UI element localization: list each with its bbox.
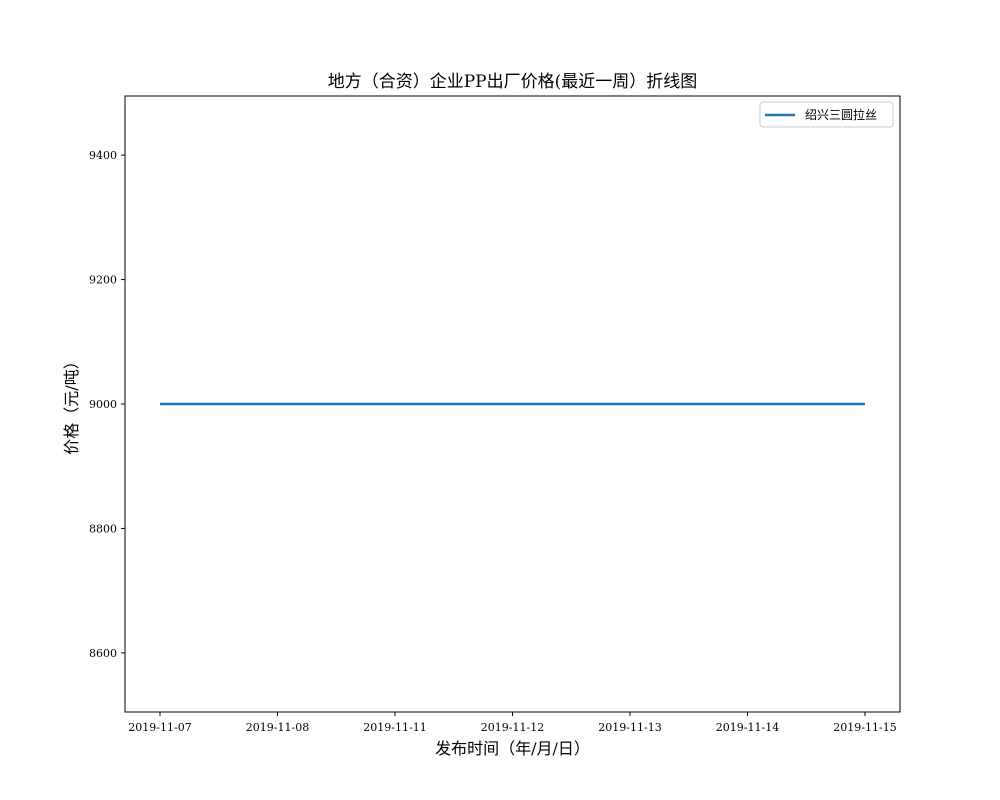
x-tick-label: 2019-11-08 xyxy=(246,721,309,734)
x-tick-label: 2019-11-11 xyxy=(363,721,426,734)
y-tick-label: 9400 xyxy=(89,149,117,162)
x-tick-label: 2019-11-07 xyxy=(128,721,191,734)
x-tick-label: 2019-11-12 xyxy=(481,721,544,734)
x-tick-label: 2019-11-15 xyxy=(833,721,896,734)
chart-title: 地方（合资）企业PP出厂价格(最近一周）折线图 xyxy=(328,72,698,92)
x-tick-label: 2019-11-13 xyxy=(598,721,661,734)
y-tick-label: 9000 xyxy=(89,398,117,411)
legend-label: 绍兴三圆拉丝 xyxy=(805,107,877,122)
legend-box xyxy=(759,101,894,128)
legend: 绍兴三圆拉丝 xyxy=(759,101,894,128)
y-axis-label: 价格（元/吨） xyxy=(62,353,81,454)
y-axis: 8600 8800 9000 9200 9400 xyxy=(89,149,125,660)
x-axis: 2019-11-07 2019-11-08 2019-11-11 2019-11-12… xyxy=(128,712,897,734)
x-tick-label: 2019-11-14 xyxy=(716,721,779,734)
y-tick-label: 8600 xyxy=(89,647,117,660)
y-tick-label: 8800 xyxy=(89,522,117,535)
y-tick-label: 9200 xyxy=(89,274,117,287)
x-axis-label: 发布时间（年/月/日） xyxy=(435,739,590,758)
